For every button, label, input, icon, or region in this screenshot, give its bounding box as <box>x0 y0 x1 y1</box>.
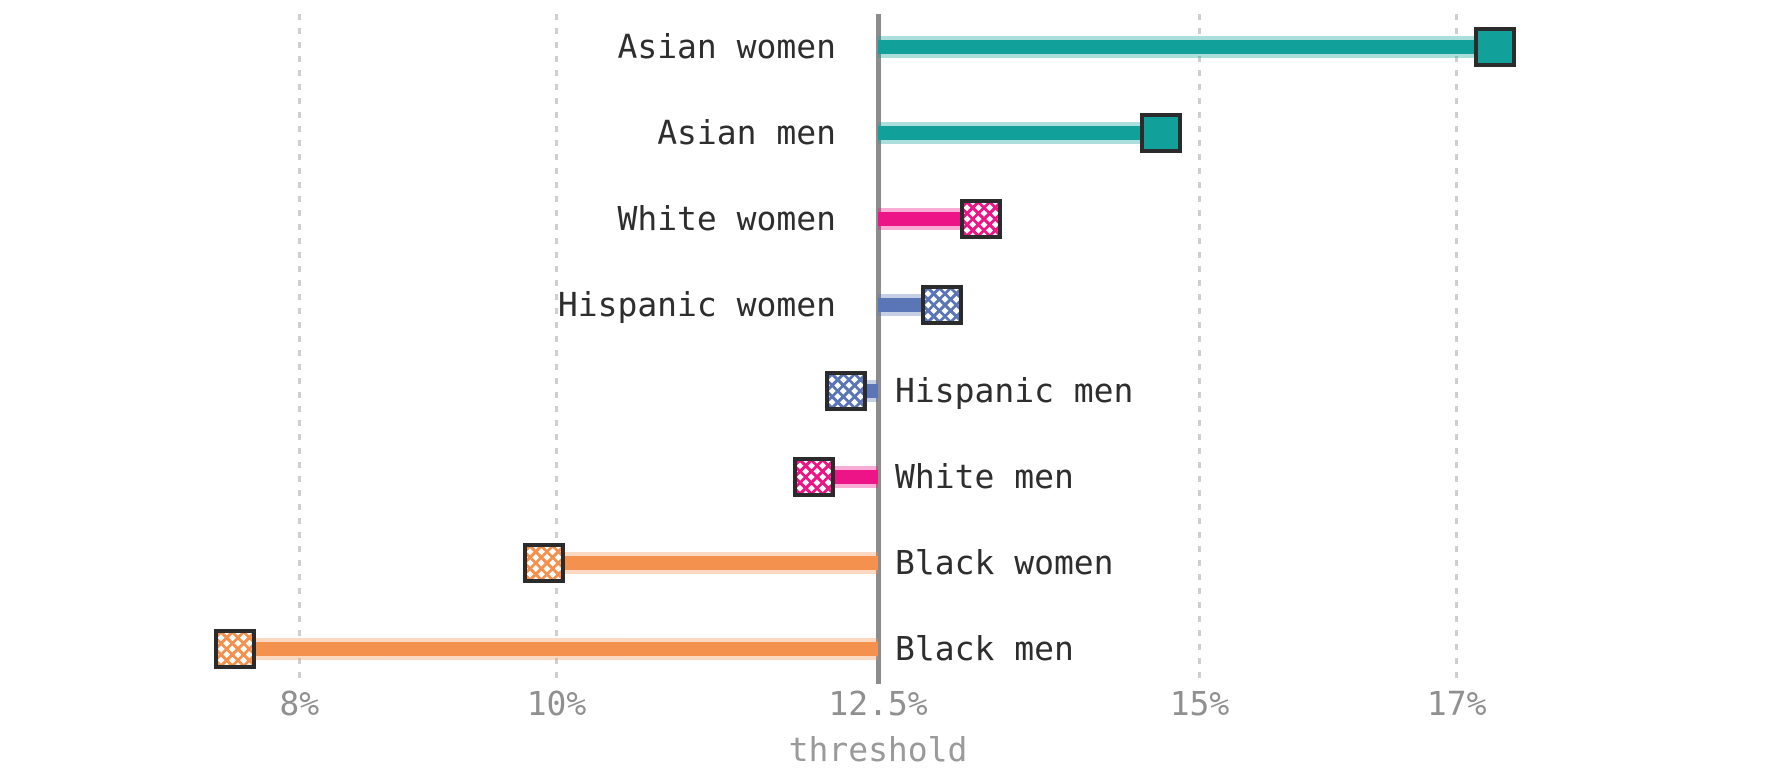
category-label: Hispanic women <box>557 285 836 324</box>
marker-square <box>824 371 867 411</box>
marker-square <box>522 543 565 583</box>
bar <box>878 36 1496 58</box>
marker-square <box>921 285 964 325</box>
category-label: Asian men <box>657 113 836 152</box>
bar <box>878 208 981 230</box>
x-tick-label: 10% <box>526 684 587 723</box>
x-tick-label: 15% <box>1169 684 1230 723</box>
bar <box>543 552 878 574</box>
x-tick-label: 12.5% <box>828 684 928 723</box>
marker-square <box>1474 27 1517 67</box>
bar <box>235 638 878 660</box>
gridline <box>297 14 301 684</box>
category-label: White men <box>895 457 1074 496</box>
category-label: White women <box>617 199 836 238</box>
threshold-line <box>875 14 881 684</box>
x-tick-label: 17% <box>1426 684 1487 723</box>
category-label: Hispanic men <box>895 371 1134 410</box>
category-label: Black men <box>895 629 1074 668</box>
bar <box>878 122 1161 144</box>
x-tick-label: 8% <box>279 684 320 723</box>
gridline <box>1455 14 1459 684</box>
gridline <box>1198 14 1201 684</box>
gridline <box>555 14 558 684</box>
marker-square <box>792 457 835 497</box>
marker-square <box>1139 113 1182 153</box>
category-label: Black women <box>895 543 1114 582</box>
marker-square <box>959 199 1002 239</box>
x-axis-label: threshold <box>788 730 968 769</box>
category-label: Asian women <box>617 27 836 66</box>
marker-square <box>214 629 256 669</box>
